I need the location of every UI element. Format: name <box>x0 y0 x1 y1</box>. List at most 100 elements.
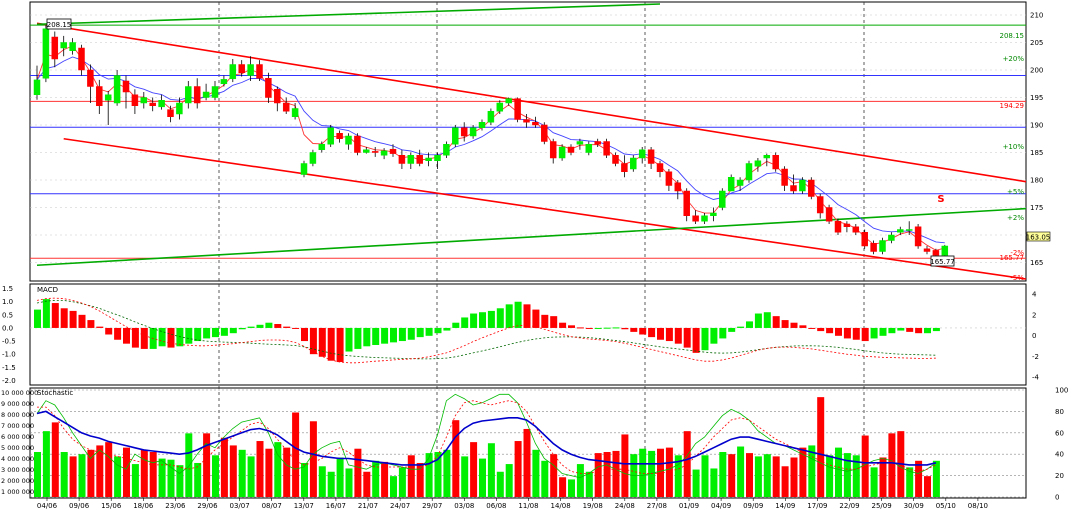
price-tick-label: 190 <box>1030 122 1043 130</box>
candle-body <box>282 102 290 112</box>
macd-right-tick-label: -4 <box>1032 374 1040 382</box>
date-tick-label: 06/08 <box>486 502 506 510</box>
volume-bar <box>229 445 237 497</box>
candle-body <box>549 141 557 159</box>
macd-bar <box>105 327 113 335</box>
candle-body <box>754 160 762 167</box>
volume-bar <box>692 469 700 497</box>
macd-right-tick-label: 0 <box>1032 332 1036 340</box>
date-tick-label: 29/07 <box>422 502 442 510</box>
date-tick-label: 23/06 <box>165 502 186 510</box>
stochastic-tick-label: 0 <box>1055 494 1059 502</box>
volume-bar <box>559 477 567 497</box>
volume-bar <box>434 452 442 497</box>
macd-bar <box>274 324 282 328</box>
macd-bar <box>60 308 68 328</box>
macd-bar <box>826 327 834 334</box>
macd-bar <box>185 327 193 344</box>
macd-bar <box>559 322 567 328</box>
volume-bar <box>906 467 914 497</box>
macd-bar <box>763 312 771 328</box>
date-tick-label: 22/09 <box>839 502 859 510</box>
volume-bar <box>496 471 504 497</box>
macd-bar <box>514 301 522 328</box>
macd-signal-red <box>36 297 936 364</box>
candle-body <box>104 94 112 101</box>
date-axis: 04/06 09/06 15/06 18/06 23/06 29/06 03/07 08/07… <box>37 498 988 510</box>
candle-body <box>683 190 690 216</box>
macd-bar <box>238 327 246 330</box>
volume-bar <box>114 456 122 497</box>
macd-bar <box>247 326 255 328</box>
volume-bar <box>523 428 531 497</box>
macd-bar <box>292 327 300 329</box>
macd-bar <box>728 327 736 332</box>
candle-body <box>69 42 76 51</box>
date-tick-label: 03/08 <box>454 502 474 510</box>
candle-body <box>745 163 753 181</box>
volume-bar <box>888 433 896 497</box>
candle-body <box>772 155 779 170</box>
macd-bar <box>639 327 647 335</box>
macd-bar <box>309 327 317 355</box>
volume-tick-label: 1 000 000 <box>1 488 34 496</box>
date-tick-label: 21/07 <box>358 502 378 510</box>
stochastic-trend-line <box>36 410 937 466</box>
volume-bar <box>372 460 380 497</box>
candle-body <box>434 155 441 161</box>
candle-body <box>460 127 468 137</box>
volume-bar <box>470 442 478 497</box>
price-tick-label: 185 <box>1030 149 1043 157</box>
candle-body <box>505 98 512 104</box>
macd-bar <box>69 310 77 328</box>
volume-bar <box>158 458 166 497</box>
candle-body <box>185 86 192 104</box>
macd-bar <box>665 327 673 342</box>
candle-body <box>799 179 806 192</box>
volume-bar <box>42 431 50 497</box>
candle-body <box>354 135 361 153</box>
volume-bar <box>452 420 460 497</box>
date-tick-label: 29/06 <box>197 502 218 510</box>
macd-bar <box>34 309 41 328</box>
volume-bar <box>603 452 611 497</box>
pct-2-label: +2% <box>1007 214 1024 222</box>
macd-bar <box>932 327 940 332</box>
candle-body <box>33 79 41 96</box>
candle-body <box>371 151 379 153</box>
macd-bar <box>345 327 353 352</box>
macd-bar <box>51 303 59 328</box>
macd-tick-label: -0.5 <box>2 338 16 346</box>
candle-body <box>763 155 771 159</box>
stochastic-tick-label: 80 <box>1055 408 1064 416</box>
volume-bar <box>390 476 397 497</box>
volume-bar <box>60 452 68 497</box>
candle-body <box>621 163 628 172</box>
stochastic-panel <box>29 387 1027 499</box>
candle-body <box>825 207 833 222</box>
volume-bar <box>309 421 317 497</box>
volume-bar <box>479 458 486 497</box>
candle-body <box>300 163 308 175</box>
candle-body <box>247 64 254 76</box>
price-tick-label: 200 <box>1030 67 1043 75</box>
macd-bar <box>630 327 638 332</box>
macd-bar <box>683 327 691 348</box>
macd-bar <box>461 317 469 328</box>
candle-body <box>469 127 477 137</box>
volume-bar <box>345 468 353 497</box>
volume-bar <box>612 450 620 497</box>
pct-5-label: +5% <box>1007 188 1024 196</box>
candle-body <box>42 28 50 79</box>
last-price-marker: 163.05 <box>1026 231 1051 242</box>
candle-body <box>487 111 495 123</box>
macd-bar <box>772 316 780 328</box>
candle-body <box>585 144 593 153</box>
macd-bar <box>372 327 380 345</box>
volume-tick-label: 2 000 000 <box>1 477 34 485</box>
volume-bar <box>746 453 753 497</box>
macd-bar <box>434 327 442 334</box>
macd-bar <box>897 327 905 331</box>
volume-bar <box>416 462 424 497</box>
